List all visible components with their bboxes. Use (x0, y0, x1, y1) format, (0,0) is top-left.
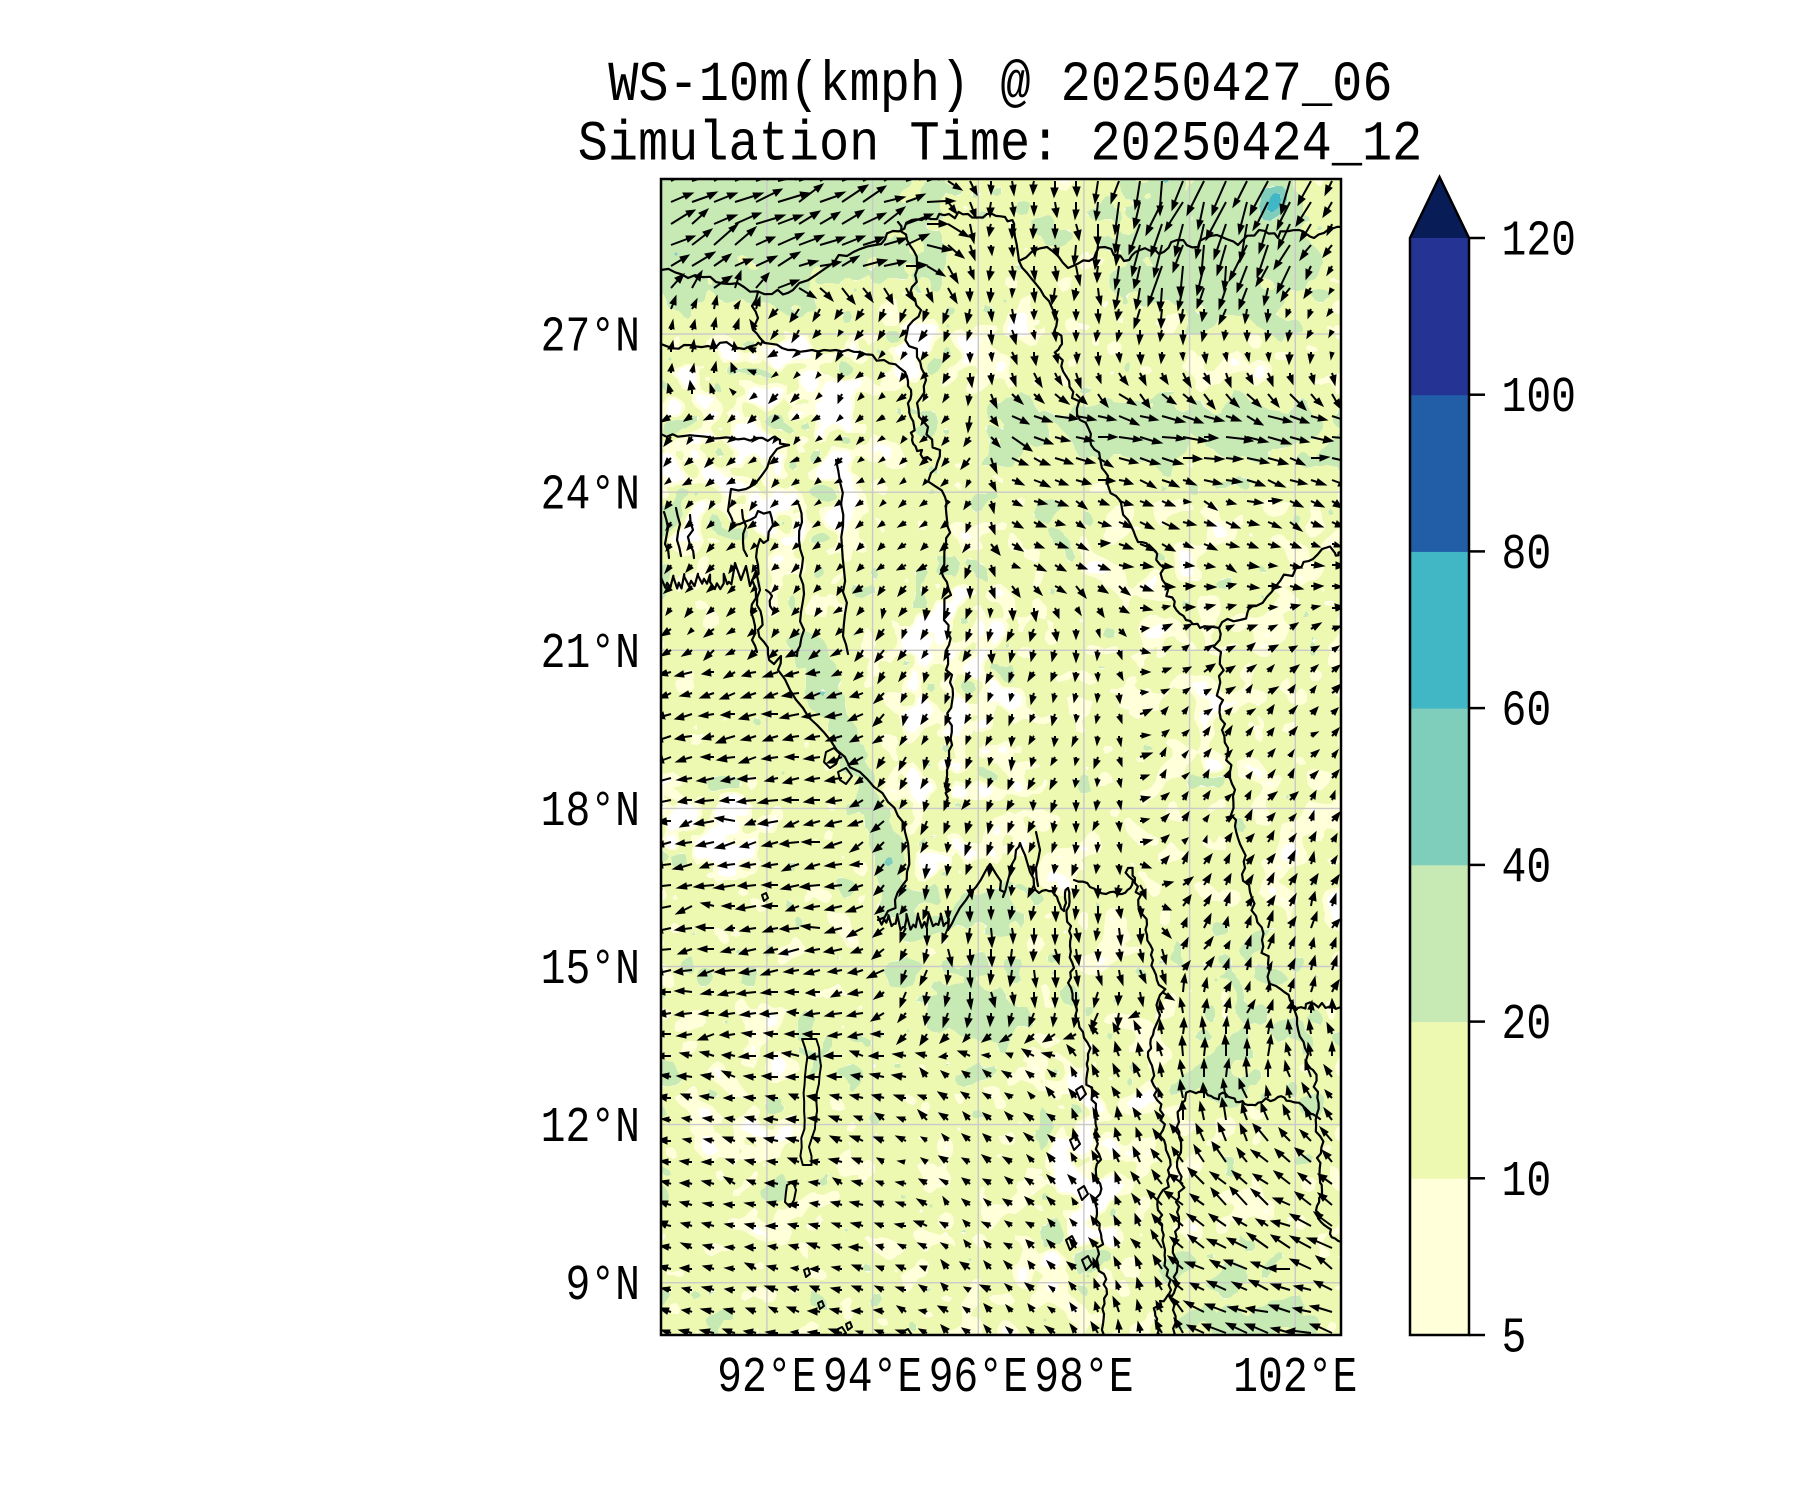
svg-text:100: 100 (1502, 370, 1577, 427)
svg-text:18°N: 18°N (541, 783, 640, 840)
svg-text:27°N: 27°N (541, 309, 640, 366)
svg-text:60: 60 (1502, 683, 1552, 740)
svg-text:120: 120 (1502, 213, 1577, 270)
svg-text:12°N: 12°N (541, 1100, 640, 1157)
svg-text:9°N: 9°N (565, 1258, 640, 1315)
svg-text:102°E: 102°E (1233, 1349, 1357, 1406)
svg-text:10: 10 (1502, 1153, 1552, 1210)
svg-text:96°E: 96°E (929, 1349, 1028, 1406)
svg-text:WS-10m(kmph) @ 20250427_06: WS-10m(kmph) @ 20250427_06 (608, 53, 1392, 118)
svg-text:20: 20 (1502, 997, 1552, 1054)
svg-text:40: 40 (1502, 840, 1552, 897)
svg-text:94°E: 94°E (823, 1349, 922, 1406)
svg-text:92°E: 92°E (717, 1349, 816, 1406)
svg-text:5: 5 (1502, 1310, 1527, 1367)
svg-text:98°E: 98°E (1034, 1349, 1133, 1406)
svg-text:21°N: 21°N (541, 625, 640, 682)
svg-text:24°N: 24°N (541, 467, 640, 524)
svg-text:80: 80 (1502, 526, 1552, 583)
svg-text:Simulation Time: 20250424_12: Simulation Time: 20250424_12 (578, 113, 1423, 178)
svg-text:15°N: 15°N (541, 941, 640, 998)
